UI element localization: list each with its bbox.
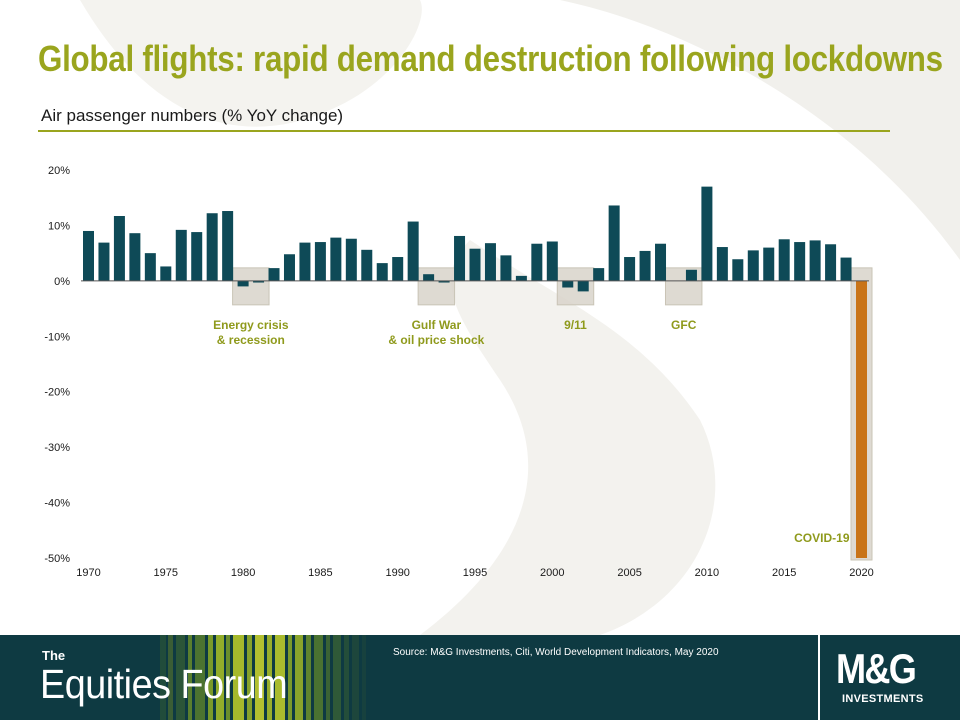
x-tick-label: 1995 (463, 567, 487, 579)
title-divider (38, 130, 890, 132)
bar-1998 (515, 275, 527, 281)
bars (83, 186, 867, 558)
chart: 20% 10% 0% -10% -20% -30% -40% -50% 1970 1975 198… (44, 165, 873, 579)
chart-subtitle: Air passenger numbers (% YoY change) (41, 106, 344, 125)
bar-1987 (345, 238, 357, 281)
bar-1975 (160, 266, 172, 281)
bar-1992 (423, 274, 435, 281)
y-tick-label: 20% (48, 165, 70, 177)
bar-1973 (129, 233, 141, 281)
y-tick-label: 0% (54, 276, 70, 288)
x-tick-labels: 1970 1975 1980 1985 1990 1995 2000 2005 2010 2015… (76, 567, 873, 579)
source-note: Source: M&G Investments, Citi, World Dev… (393, 647, 719, 658)
page-title: Global flights: rapid demand destruction… (38, 38, 943, 79)
x-tick-label: 2015 (772, 567, 796, 579)
bar-1981 (253, 280, 265, 283)
footer-bar: The Equities Forum Source: M&G Investmen… (0, 635, 960, 720)
bar-1989 (376, 263, 388, 281)
bar-2020 (856, 280, 867, 558)
annotation-boxes (232, 267, 873, 561)
mg-logo: M&G INVESTMENTS (834, 645, 949, 713)
bar-2018 (825, 244, 837, 281)
x-tick-label: 2000 (540, 567, 564, 579)
bar-2017 (809, 240, 821, 281)
x-tick-label: 2005 (617, 567, 641, 579)
annotation-labels: Energy crisis & recession Gulf War & oil pr… (213, 318, 850, 545)
decorative-stripes (160, 635, 366, 720)
y-tick-labels: 20% 10% 0% -10% -20% -30% -40% -50% (44, 165, 70, 565)
bar-1978 (206, 213, 218, 281)
annotation-label: Energy crisis & recession (213, 318, 289, 347)
y-tick-label: -30% (44, 442, 70, 454)
bar-1979 (222, 211, 234, 281)
bar-1999 (531, 243, 543, 281)
bar-2003 (593, 268, 605, 281)
bar-2005 (624, 257, 636, 281)
x-tick-label: 2020 (849, 567, 873, 579)
bar-1994 (454, 235, 466, 281)
brand-prefix: The (42, 648, 66, 663)
bar-1996 (484, 243, 496, 281)
bar-1991 (407, 221, 419, 281)
bar-2016 (794, 242, 806, 281)
bar-1988 (361, 249, 373, 281)
annotation-label: Gulf War & oil price shock (388, 318, 484, 347)
x-tick-label: 1985 (308, 567, 332, 579)
bar-2013 (747, 250, 759, 281)
bar-1995 (469, 248, 481, 281)
bar-2011 (716, 247, 728, 281)
bar-1982 (268, 268, 280, 281)
x-tick-label: 2010 (695, 567, 719, 579)
bar-1997 (500, 255, 512, 281)
bar-2015 (778, 239, 790, 281)
bar-2009 (685, 269, 697, 281)
footer-divider (818, 635, 820, 720)
bar-1985 (314, 242, 326, 281)
bar-1972 (113, 216, 125, 281)
annotation-label: 9/11 (564, 318, 587, 332)
bar-1990 (392, 257, 404, 281)
y-tick-label: -10% (44, 331, 70, 343)
bar-1970 (83, 230, 94, 281)
bar-2006 (639, 250, 651, 281)
bar-1980 (237, 280, 249, 287)
x-tick-label: 1970 (76, 567, 100, 579)
bar-1983 (283, 254, 295, 281)
brand-name: Equities Forum (40, 661, 288, 707)
logo-subtext: INVESTMENTS (842, 693, 924, 705)
bar-1976 (175, 229, 187, 281)
bar-1971 (98, 242, 110, 281)
bar-2002 (577, 280, 589, 292)
bar-1993 (438, 280, 450, 283)
bar-1984 (299, 242, 311, 281)
bar-1974 (144, 253, 156, 281)
annotation-box (417, 267, 456, 306)
bar-2001 (562, 280, 574, 288)
x-tick-label: 1975 (154, 567, 178, 579)
bar-2019 (840, 257, 852, 281)
bar-2000 (546, 241, 558, 281)
x-tick-label: 1990 (385, 567, 409, 579)
y-tick-label: -40% (44, 498, 70, 510)
background-watermark (80, 0, 960, 635)
bar-1977 (191, 232, 203, 281)
bar-1986 (330, 237, 342, 281)
bar-2007 (655, 243, 667, 281)
y-tick-label: 10% (48, 220, 70, 232)
y-tick-label: -50% (44, 553, 70, 565)
x-tick-label: 1980 (231, 567, 255, 579)
annotation-label: GFC (671, 318, 697, 332)
annotation-label: COVID-19 (794, 531, 850, 545)
bar-2014 (763, 247, 775, 281)
bar-2004 (608, 205, 620, 281)
y-tick-label: -20% (44, 387, 70, 399)
bar-2010 (701, 186, 713, 281)
logo-text: M&G (836, 645, 917, 692)
bar-2012 (732, 259, 744, 281)
